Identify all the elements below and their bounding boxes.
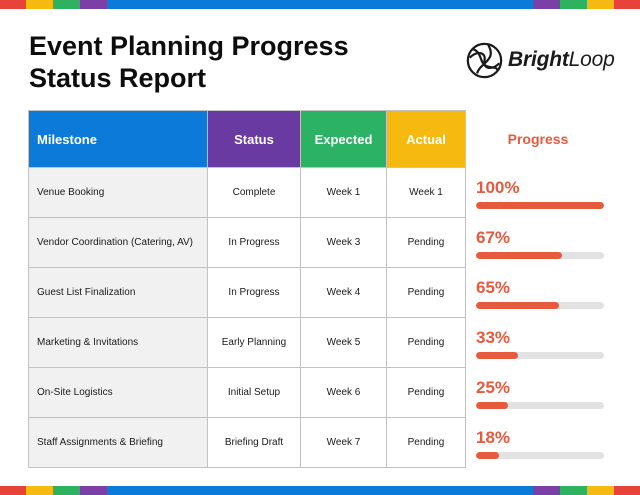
cell-milestone: Vendor Coordination (Catering, AV)	[28, 217, 208, 268]
progress-percent: 18%	[476, 428, 511, 447]
cell-expected: Week 7	[300, 417, 387, 468]
cell-milestone: Marketing & Invitations	[28, 317, 208, 368]
progress-track	[476, 352, 604, 359]
cell-milestone: On-Site Logistics	[28, 367, 208, 418]
cell-expected: Week 6	[300, 367, 387, 418]
bottom-color-stripe	[0, 486, 640, 495]
cell-actual: Pending	[386, 217, 466, 268]
cell-milestone: Guest List Finalization	[28, 267, 208, 318]
page-title-line-1: Event Planning Progress	[29, 31, 349, 61]
cell-milestone: Venue Booking	[28, 167, 208, 218]
table-row: Guest List Finalization In Progress Week 4…	[28, 267, 466, 318]
progress-fill	[476, 202, 604, 209]
cell-actual: Pending	[386, 267, 466, 318]
cell-status: Initial Setup	[207, 367, 301, 418]
progress-header: Progress	[507, 131, 569, 147]
progress-track	[476, 252, 604, 259]
progress-row: 18%	[476, 428, 604, 459]
top-color-stripe	[0, 0, 640, 9]
progress-row: 65%	[476, 278, 604, 309]
table-row: Venue Booking Complete Week 1 Week 1	[28, 167, 466, 218]
cell-expected: Week 5	[300, 317, 387, 368]
progress-fill	[476, 352, 519, 359]
progress-row: 33%	[476, 328, 604, 359]
table-row: Vendor Coordination (Catering, AV) In Pro…	[28, 217, 466, 268]
cell-milestone: Staff Assignments & Briefing	[28, 417, 208, 468]
brand-logo: BrightLoop	[466, 41, 615, 79]
table-header-row: Milestone Status Expected Actual	[28, 110, 466, 168]
cell-status: In Progress	[207, 217, 301, 268]
cell-status: Early Planning	[207, 317, 301, 368]
brand-name: BrightLoop	[508, 48, 615, 72]
progress-percent: 67%	[476, 228, 511, 247]
table-row: On-Site Logistics Initial Setup Week 6 Pend…	[28, 367, 466, 418]
milestone-table: Milestone Status Expected Actual Venue B…	[28, 110, 466, 468]
cell-status: In Progress	[207, 267, 301, 318]
cell-expected: Week 1	[300, 167, 387, 218]
cell-actual: Pending	[386, 367, 466, 418]
cell-actual: Pending	[386, 417, 466, 468]
cell-actual: Pending	[386, 317, 466, 368]
progress-row: 25%	[476, 378, 604, 409]
brand-loop-icon	[466, 42, 503, 78]
progress-track	[476, 452, 604, 459]
header-expected: Expected	[300, 110, 387, 168]
progress-row: 100%	[476, 178, 604, 209]
cell-status: Briefing Draft	[207, 417, 301, 468]
progress-fill	[476, 252, 562, 259]
progress-row: 67%	[476, 228, 604, 259]
cell-status: Complete	[207, 167, 301, 218]
brand-name-rest: Loop	[568, 48, 615, 71]
progress-percent: 100%	[476, 178, 520, 197]
progress-track	[476, 202, 604, 209]
cell-expected: Week 3	[300, 217, 387, 268]
progress-fill	[476, 402, 508, 409]
brand-name-bold: Bright	[508, 48, 569, 71]
cell-expected: Week 4	[300, 267, 387, 318]
page-title-line-2: Status Report	[29, 63, 207, 93]
progress-fill	[476, 452, 500, 459]
header-milestone: Milestone	[28, 110, 208, 168]
progress-track	[476, 402, 604, 409]
cell-actual: Week 1	[386, 167, 466, 218]
progress-percent: 25%	[476, 378, 511, 397]
header-status: Status	[207, 110, 301, 168]
progress-fill	[476, 302, 560, 309]
table-body: Venue Booking Complete Week 1 Week 1 Vendor …	[28, 167, 466, 468]
progress-percent: 33%	[476, 328, 511, 347]
progress-percent: 65%	[476, 278, 511, 297]
page-title: Event Planning Progress Status Report	[29, 30, 389, 94]
header-actual: Actual	[386, 110, 466, 168]
progress-track	[476, 302, 604, 309]
table-row: Staff Assignments & Briefing Briefing Dra…	[28, 417, 466, 468]
table-row: Marketing & Invitations Early Planning Wee…	[28, 317, 466, 368]
